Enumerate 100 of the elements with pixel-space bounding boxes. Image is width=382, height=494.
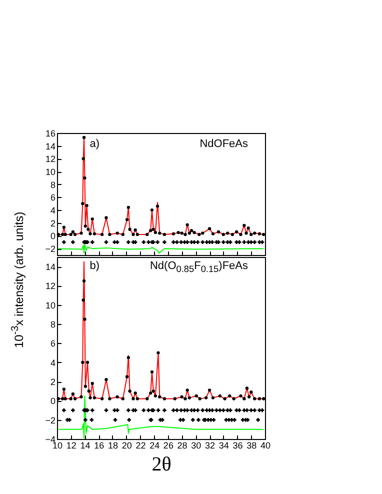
annotation: Nd(O$_{0.85}$F$_{0.15}$)FeAs bbox=[150, 260, 248, 274]
point bbox=[82, 279, 86, 283]
point bbox=[104, 408, 108, 412]
point bbox=[196, 408, 200, 412]
x-tick-label: 22 bbox=[136, 440, 146, 450]
point bbox=[90, 408, 94, 412]
point bbox=[204, 396, 208, 400]
point bbox=[126, 408, 130, 412]
y-tick-label: 16 bbox=[45, 128, 56, 138]
point bbox=[154, 394, 158, 398]
point bbox=[60, 397, 64, 400]
annotation: a) bbox=[90, 138, 100, 150]
y-tick-label: 10 bbox=[45, 300, 56, 310]
point bbox=[223, 397, 226, 400]
point bbox=[84, 384, 88, 388]
y-tick-label: 2 bbox=[50, 218, 56, 228]
point bbox=[150, 370, 154, 374]
x-tick-label: 38 bbox=[246, 440, 257, 450]
point bbox=[191, 418, 195, 422]
point bbox=[69, 397, 72, 400]
line-series bbox=[58, 261, 264, 400]
point bbox=[88, 396, 92, 400]
point bbox=[64, 397, 67, 400]
point bbox=[156, 351, 160, 354]
point bbox=[71, 392, 75, 396]
line-series bbox=[58, 395, 264, 439]
point bbox=[142, 408, 146, 412]
x-axis-title: 2θ bbox=[152, 454, 172, 476]
point bbox=[149, 391, 152, 395]
y-tick-label: 8 bbox=[50, 180, 56, 190]
point bbox=[258, 397, 262, 400]
point bbox=[90, 382, 94, 386]
point bbox=[62, 388, 66, 391]
point bbox=[172, 408, 176, 412]
point bbox=[71, 408, 75, 412]
point bbox=[73, 397, 77, 400]
x-tick-label: 18 bbox=[108, 440, 118, 450]
point bbox=[108, 397, 112, 400]
point bbox=[252, 408, 256, 412]
point bbox=[232, 397, 236, 400]
point bbox=[146, 408, 150, 412]
y-tick-label: −2 bbox=[45, 415, 56, 426]
point bbox=[211, 396, 215, 400]
y-tick-label: 2 bbox=[50, 377, 56, 388]
point bbox=[62, 408, 66, 412]
point bbox=[84, 418, 88, 422]
point bbox=[188, 396, 192, 400]
point bbox=[181, 418, 186, 422]
point bbox=[158, 395, 162, 398]
point bbox=[242, 397, 246, 400]
point bbox=[104, 378, 108, 382]
point bbox=[127, 418, 131, 422]
x-tick-label: 16 bbox=[94, 440, 104, 450]
annotation: NdOFeAs bbox=[200, 138, 248, 150]
point bbox=[82, 298, 85, 302]
point bbox=[125, 375, 129, 378]
point bbox=[134, 391, 137, 395]
point bbox=[175, 408, 179, 412]
point bbox=[253, 397, 256, 400]
y-tick-label: −2 bbox=[45, 244, 56, 254]
point bbox=[218, 394, 222, 398]
point bbox=[160, 418, 164, 422]
point bbox=[256, 418, 260, 422]
point bbox=[126, 356, 130, 360]
point bbox=[198, 397, 202, 400]
point bbox=[80, 395, 83, 398]
point bbox=[250, 390, 253, 394]
point bbox=[81, 360, 84, 364]
point bbox=[87, 390, 90, 393]
point bbox=[208, 388, 212, 392]
x-tick-label: 34 bbox=[218, 440, 229, 450]
y-tick-label: 10 bbox=[45, 167, 56, 178]
x-tick-label: 32 bbox=[205, 440, 216, 450]
point bbox=[162, 397, 166, 400]
point bbox=[222, 408, 226, 412]
point bbox=[186, 388, 189, 392]
y-tick-label: 4 bbox=[50, 206, 56, 216]
x-tick-label: 30 bbox=[191, 440, 202, 450]
point bbox=[245, 386, 249, 390]
x-tick-label: 12 bbox=[66, 440, 76, 450]
annotation: b) bbox=[90, 260, 100, 272]
x-tick-label: 24 bbox=[150, 440, 160, 450]
y-tick-label: 6 bbox=[50, 192, 56, 203]
point bbox=[214, 408, 218, 412]
x-tick-label: 20 bbox=[122, 440, 132, 450]
point bbox=[246, 418, 250, 422]
point bbox=[218, 408, 222, 412]
point bbox=[212, 418, 216, 422]
point bbox=[113, 418, 118, 422]
point bbox=[200, 408, 204, 412]
point bbox=[83, 318, 86, 321]
point bbox=[121, 397, 124, 400]
point bbox=[194, 394, 198, 398]
point bbox=[228, 394, 232, 398]
point bbox=[179, 408, 183, 412]
point bbox=[239, 394, 242, 398]
y-tick-label: 14 bbox=[45, 141, 56, 152]
point bbox=[86, 360, 90, 364]
point bbox=[152, 390, 155, 393]
point bbox=[116, 395, 119, 398]
